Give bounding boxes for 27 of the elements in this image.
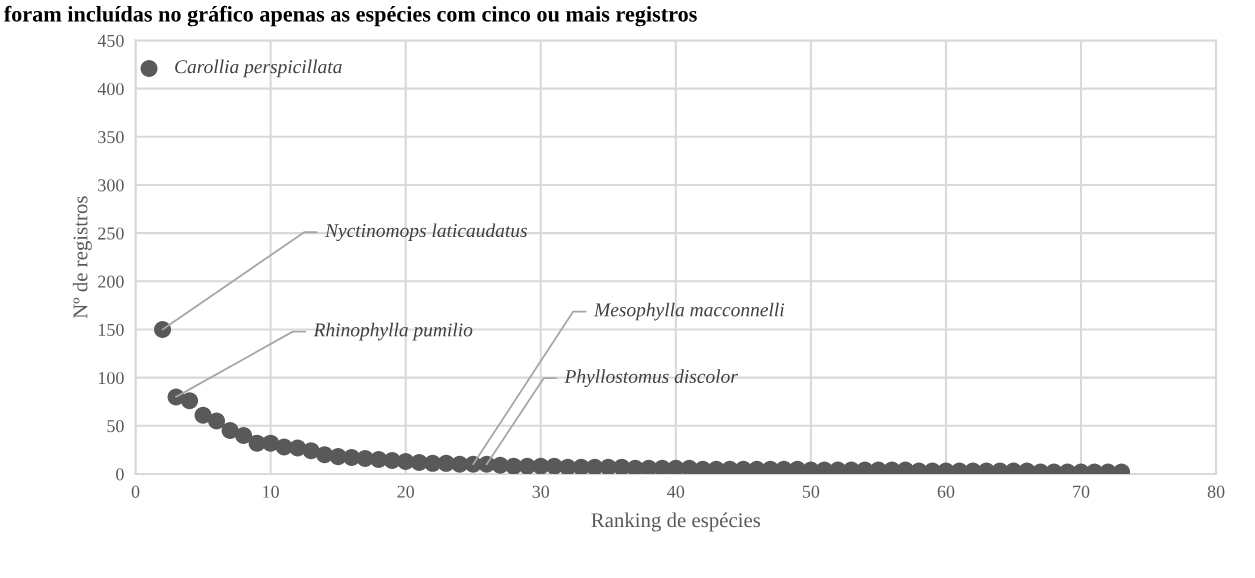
- y-tick-label: 100: [98, 371, 124, 385]
- y-axis-title: Nº de registros: [72, 196, 92, 319]
- annotation: Rhinophylla pumilio: [313, 322, 473, 341]
- x-tick-label: 80: [1207, 485, 1225, 498]
- y-tick-label: 400: [97, 82, 124, 96]
- x-axis-title: Ranking de espécies: [591, 512, 761, 532]
- x-tick-label: 0: [131, 485, 140, 498]
- x-tick-label: 70: [1073, 485, 1090, 498]
- y-tick-label: 350: [98, 131, 124, 144]
- x-tick-label: 50: [802, 485, 820, 498]
- x-tick-label: 10: [263, 485, 279, 498]
- y-tick-label: 50: [107, 420, 124, 433]
- annotation: Phyllostomus discolor: [564, 369, 738, 388]
- y-tick-label: 150: [98, 323, 124, 336]
- x-tick-label: 30: [532, 485, 550, 498]
- x-tick-label: 20: [397, 485, 415, 498]
- annotation: Carollia perspicillata: [175, 59, 342, 78]
- chart-title: foram incluídas no gráfico apenas as espécies com cinco ou mais registros: [3, 5, 697, 27]
- x-tick-label: 40: [667, 485, 685, 498]
- x-tick-label: 60: [937, 485, 955, 498]
- annotation: Mesophylla macconnelli: [593, 302, 785, 321]
- y-tick-label: 250: [98, 227, 124, 240]
- annotation: Nyctinomops laticaudatus: [324, 223, 527, 242]
- y-tick-label: 300: [98, 179, 124, 192]
- y-tick-label: 0: [116, 468, 124, 481]
- y-tick-label: 450: [97, 34, 124, 47]
- y-tick-label: 200: [98, 275, 124, 288]
